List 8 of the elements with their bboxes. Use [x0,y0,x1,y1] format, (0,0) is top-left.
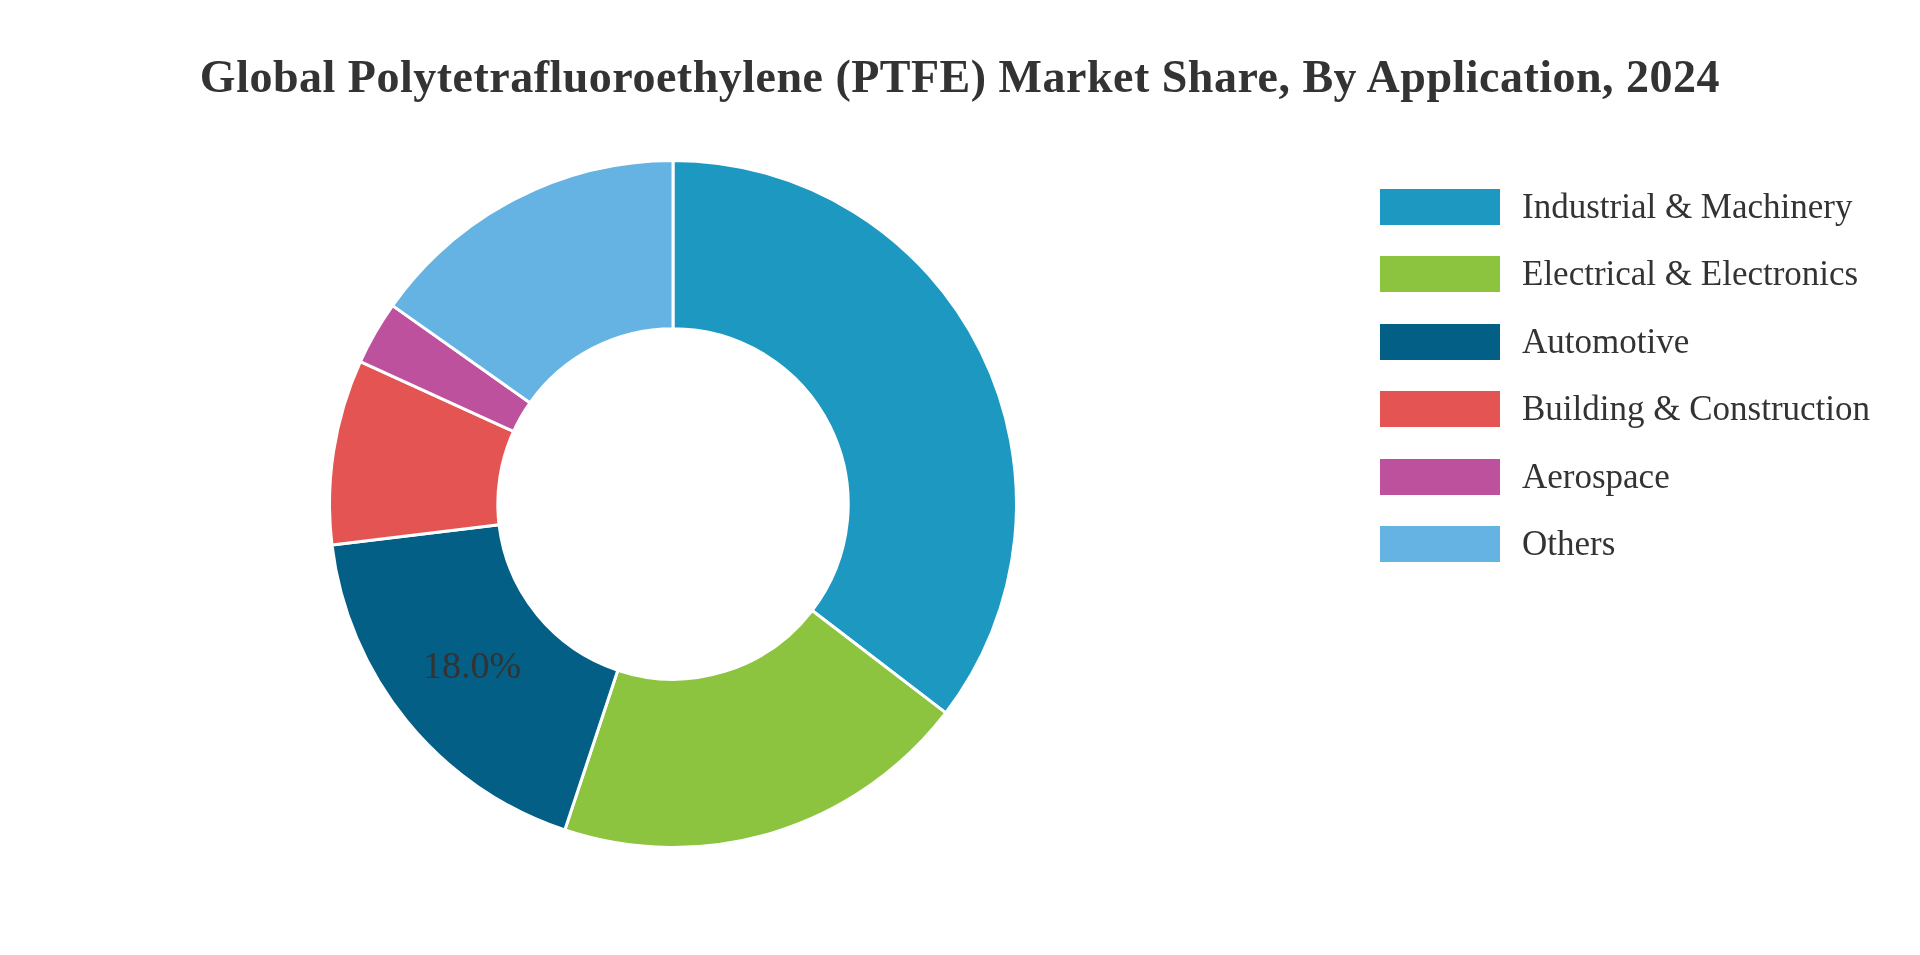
legend-label: Industrial & Machinery [1522,186,1853,227]
legend-label: Automotive [1522,321,1690,362]
legend-label: Aerospace [1522,456,1670,497]
legend-label: Others [1522,524,1616,565]
chart-title: Global Polytetrafluoroethylene (PTFE) Market Share, By Application, 2024 [198,50,1722,103]
legend-label: Electrical & Electronics [1522,254,1859,295]
data-label: 18.0% [423,644,522,687]
legend-label: Building & Construction [1522,389,1871,430]
